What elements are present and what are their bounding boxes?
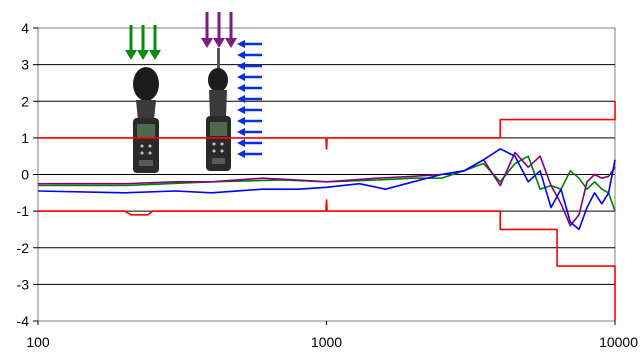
y-tick-label: -1 — [17, 203, 30, 219]
series-line-4 — [37, 148, 616, 231]
green-down-arrow-icon — [137, 25, 149, 60]
blue-left-arrow-icon — [237, 95, 262, 103]
y-tick-label: 0 — [21, 167, 29, 183]
blue-left-arrow-icon — [237, 128, 262, 136]
blue-left-arrows — [237, 40, 262, 158]
green-down-arrow-icon — [149, 25, 161, 60]
y-tick-label: 3 — [21, 57, 29, 73]
y-tick-label: 4 — [21, 20, 29, 36]
blue-left-arrow-icon — [237, 139, 262, 147]
meter-illustration — [125, 12, 262, 173]
purple-down-arrow-icon — [213, 12, 225, 48]
blue-left-arrow-icon — [237, 51, 262, 59]
y-tick-label: 2 — [21, 93, 29, 109]
sound-level-meter-icon — [133, 67, 159, 173]
x-tick-label: 10000 — [599, 334, 638, 350]
green-down-arrow-icon — [125, 25, 137, 60]
blue-left-arrow-icon — [237, 106, 262, 114]
y-axis-ticks: 4 3 2 1 0 -1 -2 -3 -4 — [17, 20, 38, 329]
green-down-arrows — [125, 25, 161, 60]
y-tick-label: -2 — [17, 240, 30, 256]
blue-left-arrow-icon — [237, 40, 262, 48]
purple-down-arrow-icon — [225, 12, 237, 48]
x-tick-label: 1000 — [311, 334, 342, 350]
blue-left-arrow-icon — [237, 117, 262, 125]
blue-left-arrow-icon — [237, 62, 262, 70]
series-lines — [37, 101, 616, 321]
sound-level-meter-icon — [206, 48, 231, 171]
y-tick-label: -4 — [17, 313, 30, 329]
x-tick-label: 100 — [26, 334, 50, 350]
purple-down-arrows — [201, 12, 237, 48]
blue-left-arrow-icon — [237, 84, 262, 92]
y-tick-label: -3 — [17, 276, 30, 292]
series-line-1 — [38, 199, 616, 321]
series-line-0 — [38, 101, 616, 150]
blue-left-arrow-icon — [237, 73, 262, 81]
series-line-3 — [38, 151, 616, 227]
y-tick-label: 1 — [21, 130, 29, 146]
blue-left-arrow-icon — [237, 150, 262, 158]
x-axis-ticks: 100 1000 10000 — [26, 321, 638, 350]
purple-down-arrow-icon — [201, 12, 213, 48]
